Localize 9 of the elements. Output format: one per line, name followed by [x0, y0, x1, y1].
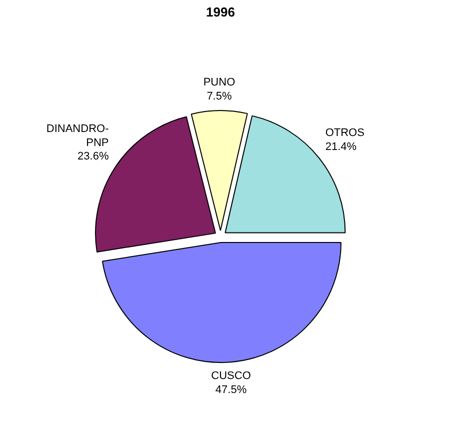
slice-label: OTROS: [325, 127, 364, 140]
data-label: 23.6%: [78, 150, 109, 163]
data-label: 21.4%: [325, 141, 357, 154]
slice-label: DINANDRO-PNP: [46, 122, 110, 149]
chart-title: 1996: [206, 4, 235, 20]
slice-label: CUSCO: [211, 370, 252, 382]
data-label: 47.5%: [215, 384, 247, 396]
slice-label: PUNO: [203, 76, 236, 89]
data-label: 7.5%: [206, 90, 232, 103]
